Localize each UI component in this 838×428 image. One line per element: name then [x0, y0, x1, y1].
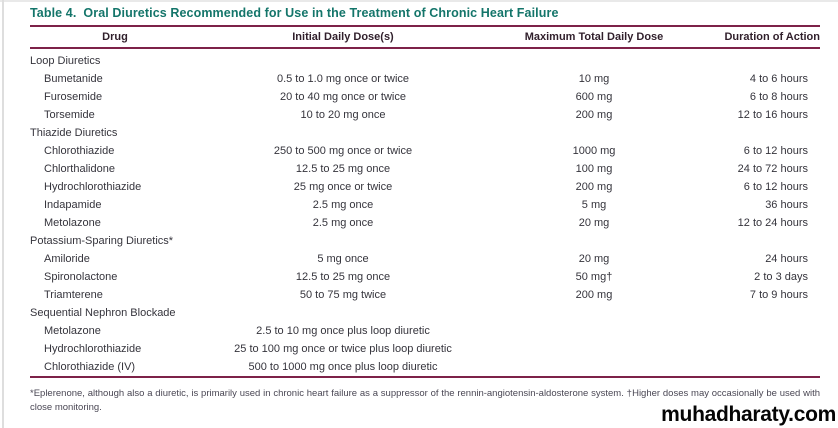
table-header: Drug Initial Daily Dose(s) Maximum Total…	[30, 25, 820, 49]
max-dose: 1000 mg	[572, 145, 616, 157]
initial-dose: 12.5 to 25 mg once	[295, 271, 391, 283]
drug-name: Chlorothiazide (IV)	[30, 358, 200, 378]
table-row: Metolazone 2.5 mg once 20 mg 12 to 24 ho…	[30, 214, 820, 232]
max-dose: 600 mg	[575, 91, 613, 103]
initial-dose: 25 mg once or twice	[293, 181, 393, 193]
drug-name: Hydrochlorothiazide	[44, 343, 142, 355]
max-dose: 10 mg	[578, 73, 610, 85]
max-dose: 50 mg†	[575, 271, 613, 283]
duration: 6 to 12 hours	[743, 145, 808, 157]
initial-dose: 500 to 1000 mg once plus loop diuretic	[200, 358, 486, 378]
initial-dose: 50 to 75 mg twice	[299, 289, 387, 301]
scan-edge-top	[0, 0, 838, 2]
drug-name: Chlorothiazide	[44, 145, 115, 157]
max-dose: 200 mg	[575, 109, 613, 121]
max-dose	[486, 358, 702, 378]
scan-edge-left	[2, 0, 4, 428]
table-caption: Table 4. Oral Diuretics Recommended for U…	[30, 6, 820, 20]
duration	[702, 358, 820, 378]
column-header-drug: Drug	[30, 25, 200, 49]
drug-name: Chlorthalidone	[44, 163, 115, 175]
initial-dose: 25 to 100 mg once or twice plus loop diu…	[234, 343, 452, 355]
drug-name: Metolazone	[44, 217, 101, 229]
table-row: Chlorothiazide (IV) 500 to 1000 mg once …	[30, 358, 820, 378]
duration: 24 hours	[765, 253, 808, 265]
table-number-label: Table 4.	[30, 6, 77, 20]
table-row: Triamterene 50 to 75 mg twice 200 mg 7 t…	[30, 286, 820, 304]
drug-name: Furosemide	[44, 91, 103, 103]
category-label: Sequential Nephron Blockade	[30, 307, 176, 319]
column-header-max-dose: Maximum Total Daily Dose	[486, 25, 702, 49]
initial-dose: 250 to 500 mg once or twice	[273, 145, 413, 157]
duration: 2 to 3 days	[754, 271, 808, 283]
duration: 12 to 16 hours	[737, 109, 808, 121]
category-label: Potassium-Sparing Diuretics*	[30, 235, 174, 247]
watermark: muhadharaty.com	[661, 403, 836, 426]
max-dose: 200 mg	[575, 181, 613, 193]
max-dose: 5 mg	[581, 199, 607, 211]
category-label: Loop Diuretics	[30, 55, 101, 67]
table-row: Hydrochlorothiazide 25 to 100 mg once or…	[30, 340, 820, 358]
drug-name: Indapamide	[44, 199, 102, 211]
diuretics-table: Drug Initial Daily Dose(s) Maximum Total…	[30, 25, 820, 378]
footnote: *Eplerenone, although also a diuretic, i…	[30, 388, 820, 414]
category-row: Potassium-Sparing Diuretics*	[30, 232, 820, 250]
max-dose: 200 mg	[575, 289, 613, 301]
table-row: Metolazone 2.5 to 10 mg once plus loop d…	[30, 322, 820, 340]
drug-name: Amiloride	[44, 253, 90, 265]
drug-name: Spironolactone	[44, 271, 118, 283]
table-row: Chlorthalidone 12.5 to 25 mg once 100 mg…	[30, 160, 820, 178]
table-row: Hydrochlorothiazide 25 mg once or twice …	[30, 178, 820, 196]
table-figure: Table 4. Oral Diuretics Recommended for U…	[30, 6, 820, 416]
duration: 6 to 8 hours	[749, 91, 808, 103]
drug-name: Torsemide	[44, 109, 95, 121]
table-row: Spironolactone 12.5 to 25 mg once 50 mg†…	[30, 268, 820, 286]
duration	[702, 322, 820, 340]
category-row: Sequential Nephron Blockade	[30, 304, 820, 322]
initial-dose: 2.5 to 10 mg once plus loop diuretic	[256, 325, 430, 337]
table-row: Chlorothiazide 250 to 500 mg once or twi…	[30, 142, 820, 160]
initial-dose: 0.5 to 1.0 mg once or twice	[276, 73, 410, 85]
table-row: Amiloride 5 mg once 20 mg 24 hours	[30, 250, 820, 268]
duration: 36 hours	[765, 199, 808, 211]
duration: 12 to 24 hours	[737, 217, 808, 229]
drug-name: Metolazone	[44, 325, 101, 337]
column-header-initial-dose: Initial Daily Dose(s)	[200, 25, 486, 49]
table-row: Torsemide 10 to 20 mg once 200 mg 12 to …	[30, 106, 820, 124]
drug-name: Triamterene	[44, 289, 103, 301]
table-body: Loop Diuretics Bumetanide 0.5 to 1.0 mg …	[30, 48, 820, 378]
category-row: Thiazide Diuretics	[30, 124, 820, 142]
max-dose	[486, 322, 702, 340]
table-row: Bumetanide 0.5 to 1.0 mg once or twice 1…	[30, 70, 820, 88]
category-label: Thiazide Diuretics	[30, 127, 118, 139]
duration: 4 to 6 hours	[749, 73, 808, 85]
table-title: Oral Diuretics Recommended for Use in th…	[83, 6, 559, 20]
initial-dose: 10 to 20 mg once	[300, 109, 386, 121]
header-row: Drug Initial Daily Dose(s) Maximum Total…	[30, 25, 820, 49]
initial-dose: 2.5 mg once	[312, 199, 374, 211]
max-dose: 20 mg	[578, 253, 610, 265]
table-row: Furosemide 20 to 40 mg once or twice 600…	[30, 88, 820, 106]
duration: 6 to 12 hours	[743, 181, 808, 193]
max-dose: 20 mg	[578, 217, 610, 229]
duration: 24 to 72 hours	[737, 163, 808, 175]
initial-dose: 2.5 mg once	[312, 217, 374, 229]
duration	[702, 340, 820, 358]
max-dose	[486, 340, 702, 358]
duration: 7 to 9 hours	[749, 289, 808, 301]
max-dose: 100 mg	[575, 163, 613, 175]
category-row: Loop Diuretics	[30, 48, 820, 70]
initial-dose: 5 mg once	[317, 253, 369, 265]
table-row: Indapamide 2.5 mg once 5 mg 36 hours	[30, 196, 820, 214]
initial-dose: 12.5 to 25 mg once	[295, 163, 391, 175]
initial-dose: 20 to 40 mg once or twice	[280, 91, 406, 103]
column-header-duration: Duration of Action	[702, 25, 820, 49]
drug-name: Hydrochlorothiazide	[44, 181, 142, 193]
drug-name: Bumetanide	[44, 73, 103, 85]
